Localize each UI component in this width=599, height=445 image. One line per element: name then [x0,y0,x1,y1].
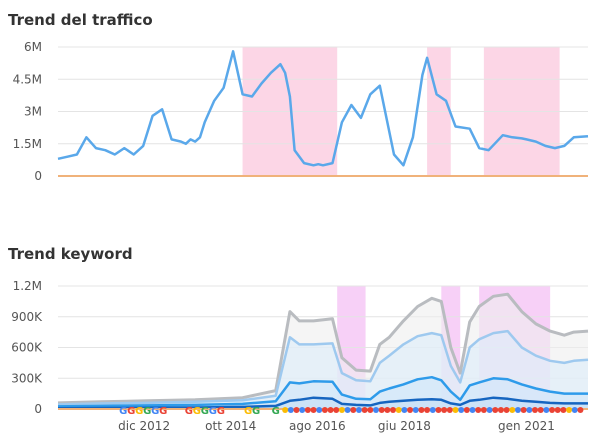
update-marker-dot[interactable] [355,407,362,413]
update-marker-dot[interactable] [304,407,311,413]
update-marker-dot[interactable] [435,407,442,413]
google-update-marker-icon[interactable]: G [209,406,217,417]
update-marker-dot[interactable] [560,407,567,413]
keyword-x-tick-label: ago 2016 [289,419,346,433]
update-marker-dot[interactable] [407,407,414,413]
update-marker-dot[interactable] [549,407,556,413]
update-marker-dot[interactable] [566,407,573,413]
update-marker-dot[interactable] [486,407,493,413]
update-marker-dot[interactable] [412,407,419,413]
traffic-y-tick-label: 3M [24,105,42,119]
update-marker-dot[interactable] [503,407,510,413]
keyword-y-tick-label: 1.2M [13,279,42,293]
google-update-marker-icon[interactable]: G [159,406,167,417]
update-marker-dot[interactable] [469,407,476,413]
update-marker-dot[interactable] [361,407,368,413]
update-marker-dot[interactable] [452,407,459,413]
update-marker-dot[interactable] [338,407,345,413]
keyword-series-area-blue [58,377,588,409]
update-marker-dot[interactable] [378,407,385,413]
update-marker-dot[interactable] [344,407,351,413]
keyword-series-line-lightblue [57,329,589,406]
update-marker-dot[interactable] [299,407,306,413]
update-marker-dot[interactable] [384,407,391,413]
update-marker-dot[interactable] [441,407,448,413]
keyword-x-tick-label: ott 2014 [205,419,256,433]
traffic-y-tick-label: 4.5M [13,72,42,86]
keyword-y-tick-label: 300K [11,371,43,385]
update-marker-dot[interactable] [373,407,379,413]
google-update-marker-icon[interactable]: G [185,406,193,417]
update-marker-dot[interactable] [424,407,431,413]
keyword-y-tick-label: 600K [11,341,43,355]
update-marker-dot[interactable] [446,407,453,413]
keyword-trend-title: Trend keyword [8,245,133,263]
update-marker-dot[interactable] [509,407,516,413]
google-update-marker-icon[interactable]: G [272,406,280,417]
update-marker-dot[interactable] [497,407,504,413]
update-marker-dot[interactable] [390,407,397,413]
traffic-y-tick-label: 6M [24,40,42,54]
update-marker-dot[interactable] [458,407,465,413]
update-marker-dot[interactable] [350,407,357,413]
traffic-y-tick-label: 1.5M [13,137,42,151]
update-marker-dot[interactable] [526,407,533,413]
update-marker-dot[interactable] [577,407,584,413]
google-update-marker-icon[interactable]: G [119,406,127,417]
google-update-marker-icon[interactable]: G [244,406,252,417]
google-update-marker-icon[interactable]: G [252,406,260,417]
google-update-marker-icon[interactable]: G [127,406,135,417]
traffic-y-tick-label: 0 [34,169,42,183]
update-marker-dot[interactable] [316,407,323,413]
google-update-marker-icon[interactable]: G [151,406,159,417]
google-update-marker-icon[interactable]: G [135,406,143,417]
update-marker-dot[interactable] [475,407,482,413]
update-marker-dot[interactable] [571,407,578,413]
traffic-trend-title: Trend del traffico [8,11,153,29]
update-marker-dot[interactable] [480,407,487,413]
update-marker-dot[interactable] [367,407,374,413]
keyword-x-tick-label: giu 2018 [378,419,431,433]
update-marker-dot[interactable] [520,407,527,413]
keyword-x-tick-label: gen 2021 [498,419,555,433]
update-marker-dot[interactable] [287,407,294,413]
keyword-series-area-darkblue [58,397,588,409]
update-marker-dot[interactable] [327,407,334,413]
google-update-marker-icon[interactable]: G [201,406,209,417]
keyword-series-line-darkblue [57,396,588,410]
update-marker-dot[interactable] [321,407,328,413]
google-update-marker-icon[interactable]: G [143,406,151,417]
update-marker-dot[interactable] [492,407,499,413]
update-marker-dot[interactable] [532,407,538,413]
traffic-trend-chart: 0 1.5M 3M 4.5M 6M [13,40,589,183]
keyword-x-tick-label: dic 2012 [118,419,170,433]
update-marker-dot[interactable] [333,407,340,413]
google-update-marker-icon[interactable]: G [217,406,225,417]
keyword-y-tick-label: 0 [34,402,42,416]
update-marker-dot[interactable] [429,407,436,413]
update-marker-dot[interactable] [514,407,521,413]
google-update-marker-icon[interactable]: G [193,406,201,417]
update-marker-dot[interactable] [543,407,550,413]
update-marker-dot[interactable] [463,407,470,413]
update-marker-dot[interactable] [401,407,408,413]
update-marker-dot[interactable] [293,407,300,413]
update-marker-dot[interactable] [537,407,544,413]
update-marker-dot[interactable] [554,407,561,413]
update-marker-dot[interactable] [310,407,317,413]
keyword-series-line-blue [57,375,588,408]
update-marker-dot[interactable] [282,407,289,413]
keyword-series-area-lightblue [58,331,588,409]
update-marker-dot[interactable] [395,407,402,413]
update-marker-dot[interactable] [418,407,425,413]
traffic-series-line [57,50,589,167]
keyword-y-tick-label: 900K [11,310,43,324]
